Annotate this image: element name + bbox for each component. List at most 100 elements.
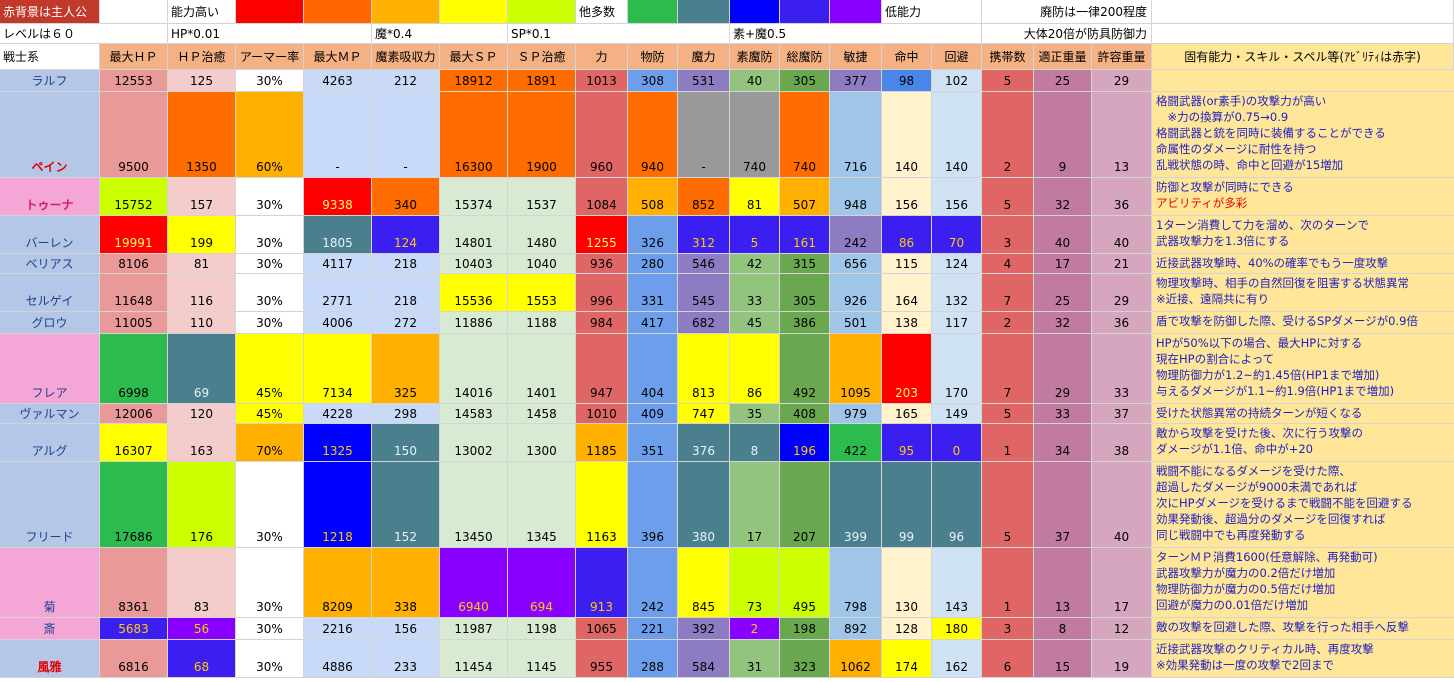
- stat-cell[interactable]: 165: [882, 404, 932, 424]
- stat-cell[interactable]: 1891: [508, 70, 576, 92]
- stat-cell[interactable]: 11648: [100, 274, 168, 312]
- stat-cell[interactable]: 1062: [830, 640, 882, 678]
- stat-cell[interactable]: 7: [982, 334, 1034, 404]
- stat-cell[interactable]: 36: [1092, 312, 1152, 334]
- stat-header[interactable]: 許容重量: [1092, 44, 1152, 70]
- legend-color-swatch[interactable]: [236, 0, 304, 24]
- stat-cell[interactable]: 376: [678, 424, 730, 462]
- stat-cell[interactable]: 386: [780, 312, 830, 334]
- stat-cell[interactable]: 5: [982, 178, 1034, 216]
- stat-cell[interactable]: 15: [1034, 640, 1092, 678]
- stat-cell[interactable]: 45%: [236, 404, 304, 424]
- stat-cell[interactable]: 30%: [236, 640, 304, 678]
- stat-cell[interactable]: 1198: [508, 618, 576, 640]
- stat-cell[interactable]: 25: [1034, 70, 1092, 92]
- stat-header[interactable]: 最大ＭＰ: [304, 44, 372, 70]
- stat-cell[interactable]: 10403: [440, 254, 508, 274]
- stat-cell[interactable]: 125: [168, 70, 236, 92]
- skill-description[interactable]: 受けた状態異常の持続ターンが短くなる: [1152, 404, 1454, 424]
- stat-cell[interactable]: 13: [1092, 92, 1152, 178]
- stat-cell[interactable]: 8: [1034, 618, 1092, 640]
- stat-cell[interactable]: 9500: [100, 92, 168, 178]
- stat-cell[interactable]: 17: [730, 462, 780, 548]
- stat-cell[interactable]: 4: [982, 254, 1034, 274]
- def-note-2[interactable]: 大体20倍が防具防御力: [982, 24, 1152, 44]
- stat-cell[interactable]: 21: [1092, 254, 1152, 274]
- stat-header[interactable]: 魔力: [678, 44, 730, 70]
- stat-cell[interactable]: 1218: [304, 462, 372, 548]
- stat-cell[interactable]: 40: [730, 70, 780, 92]
- character-name[interactable]: ベリアス: [0, 254, 100, 274]
- stat-cell[interactable]: 15536: [440, 274, 508, 312]
- character-name[interactable]: 風雅: [0, 640, 100, 678]
- stat-cell[interactable]: 5683: [100, 618, 168, 640]
- stat-cell[interactable]: 11005: [100, 312, 168, 334]
- def-note-1[interactable]: 廃防は一律200程度: [982, 0, 1152, 24]
- stat-cell[interactable]: 298: [372, 404, 440, 424]
- stat-header[interactable]: 力: [576, 44, 628, 70]
- stat-cell[interactable]: 233: [372, 640, 440, 678]
- stat-cell[interactable]: 25: [1034, 274, 1092, 312]
- stat-cell[interactable]: 1537: [508, 178, 576, 216]
- stat-header[interactable]: ＳＰ治癒: [508, 44, 576, 70]
- stat-cell[interactable]: 404: [628, 334, 678, 404]
- stat-cell[interactable]: 16300: [440, 92, 508, 178]
- stat-cell[interactable]: 1084: [576, 178, 628, 216]
- sp-factor[interactable]: SP*0.1: [508, 24, 730, 44]
- stat-cell[interactable]: 1300: [508, 424, 576, 462]
- stat-cell[interactable]: 15752: [100, 178, 168, 216]
- stat-cell[interactable]: 40: [1092, 216, 1152, 254]
- legend-low-label[interactable]: 低能力: [882, 0, 982, 24]
- stat-cell[interactable]: 936: [576, 254, 628, 274]
- stat-cell[interactable]: 115: [882, 254, 932, 274]
- stat-cell[interactable]: 152: [372, 462, 440, 548]
- stat-cell[interactable]: 120: [168, 404, 236, 424]
- stat-cell[interactable]: 117: [932, 312, 982, 334]
- stat-cell[interactable]: 161: [780, 216, 830, 254]
- stat-cell[interactable]: 99: [882, 462, 932, 548]
- stat-cell[interactable]: 7: [982, 274, 1034, 312]
- stat-cell[interactable]: 351: [628, 424, 678, 462]
- stat-cell[interactable]: 4886: [304, 640, 372, 678]
- stat-cell[interactable]: 196: [780, 424, 830, 462]
- stat-cell[interactable]: 32: [1034, 312, 1092, 334]
- stat-header[interactable]: 携帯数: [982, 44, 1034, 70]
- stat-cell[interactable]: 2771: [304, 274, 372, 312]
- stat-cell[interactable]: 1458: [508, 404, 576, 424]
- stat-cell[interactable]: 280: [628, 254, 678, 274]
- stat-cell[interactable]: 508: [628, 178, 678, 216]
- stat-cell[interactable]: 116: [168, 274, 236, 312]
- stat-cell[interactable]: 979: [830, 404, 882, 424]
- stat-cell[interactable]: 326: [628, 216, 678, 254]
- stat-cell[interactable]: 95: [882, 424, 932, 462]
- stat-cell[interactable]: 164: [882, 274, 932, 312]
- hp-factor[interactable]: HP*0.01: [168, 24, 372, 44]
- stat-cell[interactable]: 288: [628, 640, 678, 678]
- legend-color-swatch[interactable]: [628, 0, 678, 24]
- stat-cell[interactable]: 4263: [304, 70, 372, 92]
- stat-cell[interactable]: 130: [882, 548, 932, 618]
- stat-cell[interactable]: 325: [372, 334, 440, 404]
- stat-header[interactable]: 総魔防: [780, 44, 830, 70]
- character-name[interactable]: ラルフ: [0, 70, 100, 92]
- stat-cell[interactable]: 545: [678, 274, 730, 312]
- stat-cell[interactable]: 96: [932, 462, 982, 548]
- stat-cell[interactable]: 68: [168, 640, 236, 678]
- stat-cell[interactable]: 2216: [304, 618, 372, 640]
- stat-cell[interactable]: 157: [168, 178, 236, 216]
- stat-cell[interactable]: 1145: [508, 640, 576, 678]
- stat-cell[interactable]: 38: [1092, 424, 1152, 462]
- stat-cell[interactable]: 1: [982, 424, 1034, 462]
- stat-cell[interactable]: 132: [932, 274, 982, 312]
- stat-cell[interactable]: 34: [1034, 424, 1092, 462]
- legend-spacer[interactable]: [1152, 24, 1454, 44]
- stat-cell[interactable]: 1040: [508, 254, 576, 274]
- character-name[interactable]: 斎: [0, 618, 100, 640]
- stat-cell[interactable]: 149: [932, 404, 982, 424]
- stat-cell[interactable]: 140: [882, 92, 932, 178]
- legend-color-swatch[interactable]: [440, 0, 508, 24]
- stat-cell[interactable]: 30%: [236, 178, 304, 216]
- stat-cell[interactable]: 747: [678, 404, 730, 424]
- character-name[interactable]: セルゲイ: [0, 274, 100, 312]
